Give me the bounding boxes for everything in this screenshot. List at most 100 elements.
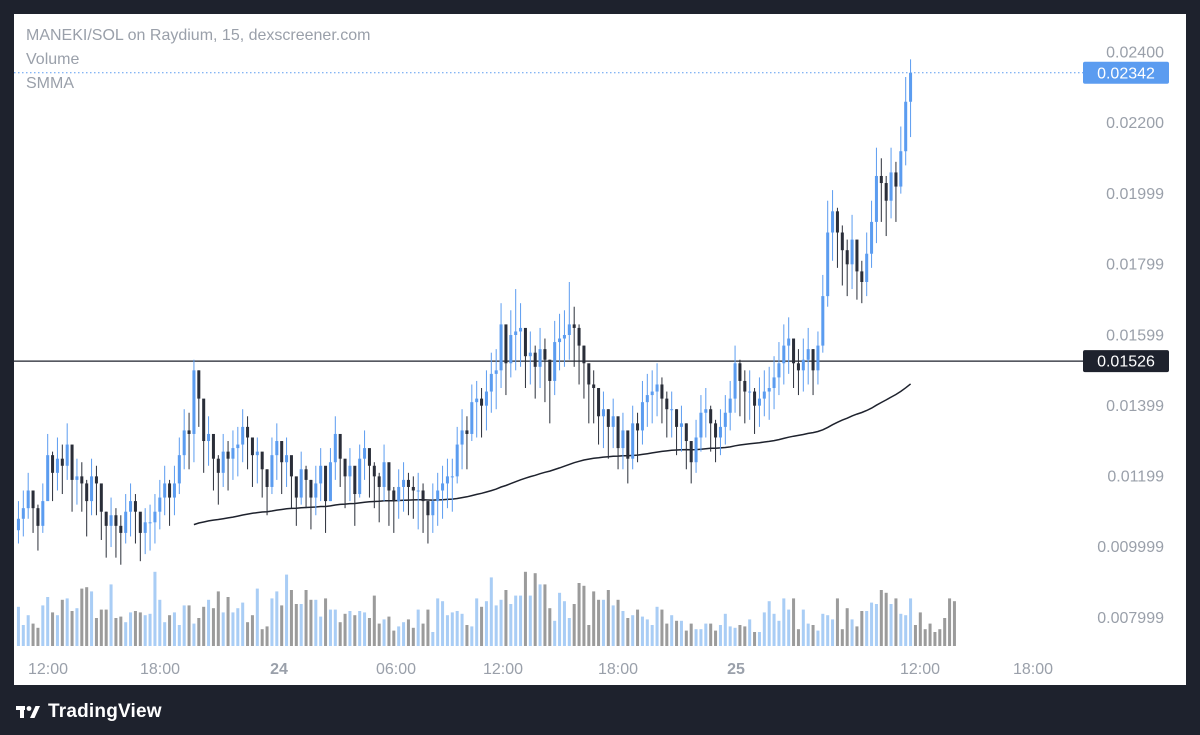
- candle-body: [343, 458, 347, 477]
- candle-body: [475, 398, 479, 403]
- candle: [392, 486, 396, 533]
- volume-bar: [226, 597, 230, 646]
- candle-body: [811, 349, 815, 371]
- candle: [879, 158, 883, 222]
- volume-bar: [119, 616, 123, 646]
- volume-bar: [348, 611, 352, 646]
- candle-body: [626, 430, 630, 459]
- candle-body: [850, 239, 854, 265]
- candle: [894, 161, 898, 222]
- candle: [762, 370, 766, 417]
- volume-bar: [938, 629, 942, 646]
- volume-bar: [645, 619, 649, 646]
- candle: [640, 380, 644, 445]
- volume-bar: [548, 608, 552, 646]
- volume-bar: [918, 612, 922, 646]
- candle-body: [441, 483, 445, 491]
- candle: [514, 289, 518, 371]
- volume-bar: [216, 591, 220, 646]
- candle: [255, 437, 259, 484]
- candle-body: [743, 380, 747, 392]
- volume-bar: [718, 625, 722, 646]
- volume-bar: [70, 611, 74, 646]
- candle-body: [553, 342, 557, 381]
- candle: [377, 472, 381, 523]
- candle: [801, 338, 805, 392]
- volume-bar: [314, 599, 318, 646]
- volume-bar: [733, 627, 737, 646]
- volume-bar: [406, 619, 410, 646]
- volume-bar: [684, 630, 688, 646]
- candle-body: [894, 172, 898, 187]
- volume-bar: [465, 625, 469, 646]
- candle: [709, 405, 713, 452]
- candle: [796, 349, 800, 396]
- volume-bar: [392, 630, 396, 646]
- volume-bar: [519, 595, 523, 646]
- x-tick-label: 18:00: [140, 661, 180, 678]
- candle-body: [285, 455, 289, 463]
- candle: [153, 494, 157, 544]
- volume-bar: [353, 615, 357, 646]
- candle-body: [558, 338, 562, 343]
- candle: [338, 433, 342, 487]
- volume-bar: [723, 613, 727, 646]
- candle-body: [538, 349, 542, 367]
- volume-bar: [328, 609, 332, 646]
- candle: [372, 462, 376, 509]
- candle-body: [382, 462, 386, 487]
- candlestick-chart[interactable]: 0.02400 0.02200 0.01999 0.01799 0.01599 0.013…: [14, 14, 1186, 685]
- candle-body: [831, 211, 835, 233]
- y-tick-label: 0.02400: [1106, 44, 1164, 61]
- volume-bar: [26, 615, 30, 646]
- candle: [216, 455, 220, 505]
- candle-body: [670, 409, 674, 411]
- volume-bar: [562, 601, 566, 646]
- chart-frame[interactable]: 0.02400 0.02200 0.01999 0.01799 0.01599 0.013…: [14, 14, 1186, 685]
- candle-body: [65, 444, 69, 466]
- candle-body: [582, 345, 586, 364]
- candle-body: [757, 398, 761, 406]
- candle: [363, 430, 367, 480]
- candle: [85, 479, 89, 537]
- volume-bar: [367, 618, 371, 646]
- candle: [811, 349, 815, 396]
- candle: [675, 409, 679, 456]
- candle-body: [782, 345, 786, 364]
- candle-body: [153, 511, 157, 523]
- volume-bar: [377, 623, 381, 646]
- candle-body: [484, 391, 488, 406]
- volume-bar: [753, 632, 757, 646]
- volume-bar: [504, 590, 508, 646]
- x-tick-label: 18:00: [1013, 661, 1053, 678]
- volume-bar: [709, 623, 713, 646]
- candle-body: [216, 458, 220, 473]
- candle-body: [519, 327, 523, 332]
- volume-bar: [665, 623, 669, 646]
- volume-bar: [363, 612, 367, 646]
- y-tick-label: 0.01799: [1106, 257, 1164, 274]
- candle-body: [699, 412, 703, 438]
- volume-bar: [133, 611, 137, 646]
- tradingview-logo[interactable]: TradingView: [16, 700, 162, 724]
- y-tick-label: 0.02200: [1106, 115, 1164, 132]
- horizontal-line-label-text: 0.01526: [1097, 354, 1155, 371]
- candle: [626, 430, 630, 484]
- volume-bar: [899, 613, 903, 646]
- candle: [80, 462, 84, 512]
- volume-bar: [523, 571, 527, 646]
- candle: [411, 476, 415, 519]
- volume-bar: [445, 615, 449, 646]
- candle: [70, 444, 74, 512]
- candle: [104, 511, 108, 558]
- volume-bar: [494, 605, 498, 646]
- candle: [94, 465, 98, 516]
- candle: [874, 147, 878, 244]
- volume-bar: [743, 626, 747, 646]
- candle-body: [772, 377, 776, 389]
- candle-body: [679, 423, 683, 427]
- candle: [441, 465, 445, 519]
- volume-bar: [484, 601, 488, 646]
- candle-body: [270, 455, 274, 487]
- candle-body: [241, 426, 245, 445]
